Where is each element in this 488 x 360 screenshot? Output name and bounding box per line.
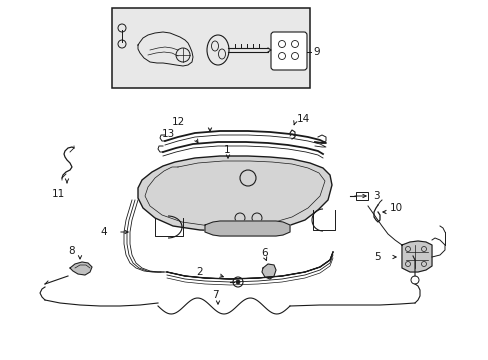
FancyBboxPatch shape (270, 32, 306, 70)
Polygon shape (138, 156, 331, 231)
FancyBboxPatch shape (355, 192, 367, 200)
Text: 4: 4 (100, 227, 106, 237)
Polygon shape (401, 241, 431, 272)
Polygon shape (262, 264, 275, 279)
Text: 13: 13 (162, 129, 175, 139)
Text: 5: 5 (373, 252, 380, 262)
Circle shape (236, 280, 240, 284)
Text: 14: 14 (296, 114, 309, 124)
Polygon shape (70, 262, 92, 275)
Text: 2: 2 (196, 267, 202, 277)
Text: 12: 12 (172, 117, 185, 127)
Text: 11: 11 (52, 189, 65, 199)
Text: 8: 8 (68, 246, 75, 256)
Text: 10: 10 (389, 203, 402, 213)
Text: 1: 1 (224, 145, 230, 155)
Text: 3: 3 (372, 191, 379, 201)
Text: 6: 6 (261, 248, 267, 258)
FancyBboxPatch shape (112, 8, 309, 88)
Polygon shape (204, 221, 289, 236)
Text: 7: 7 (212, 290, 218, 300)
Text: 9: 9 (312, 47, 319, 57)
